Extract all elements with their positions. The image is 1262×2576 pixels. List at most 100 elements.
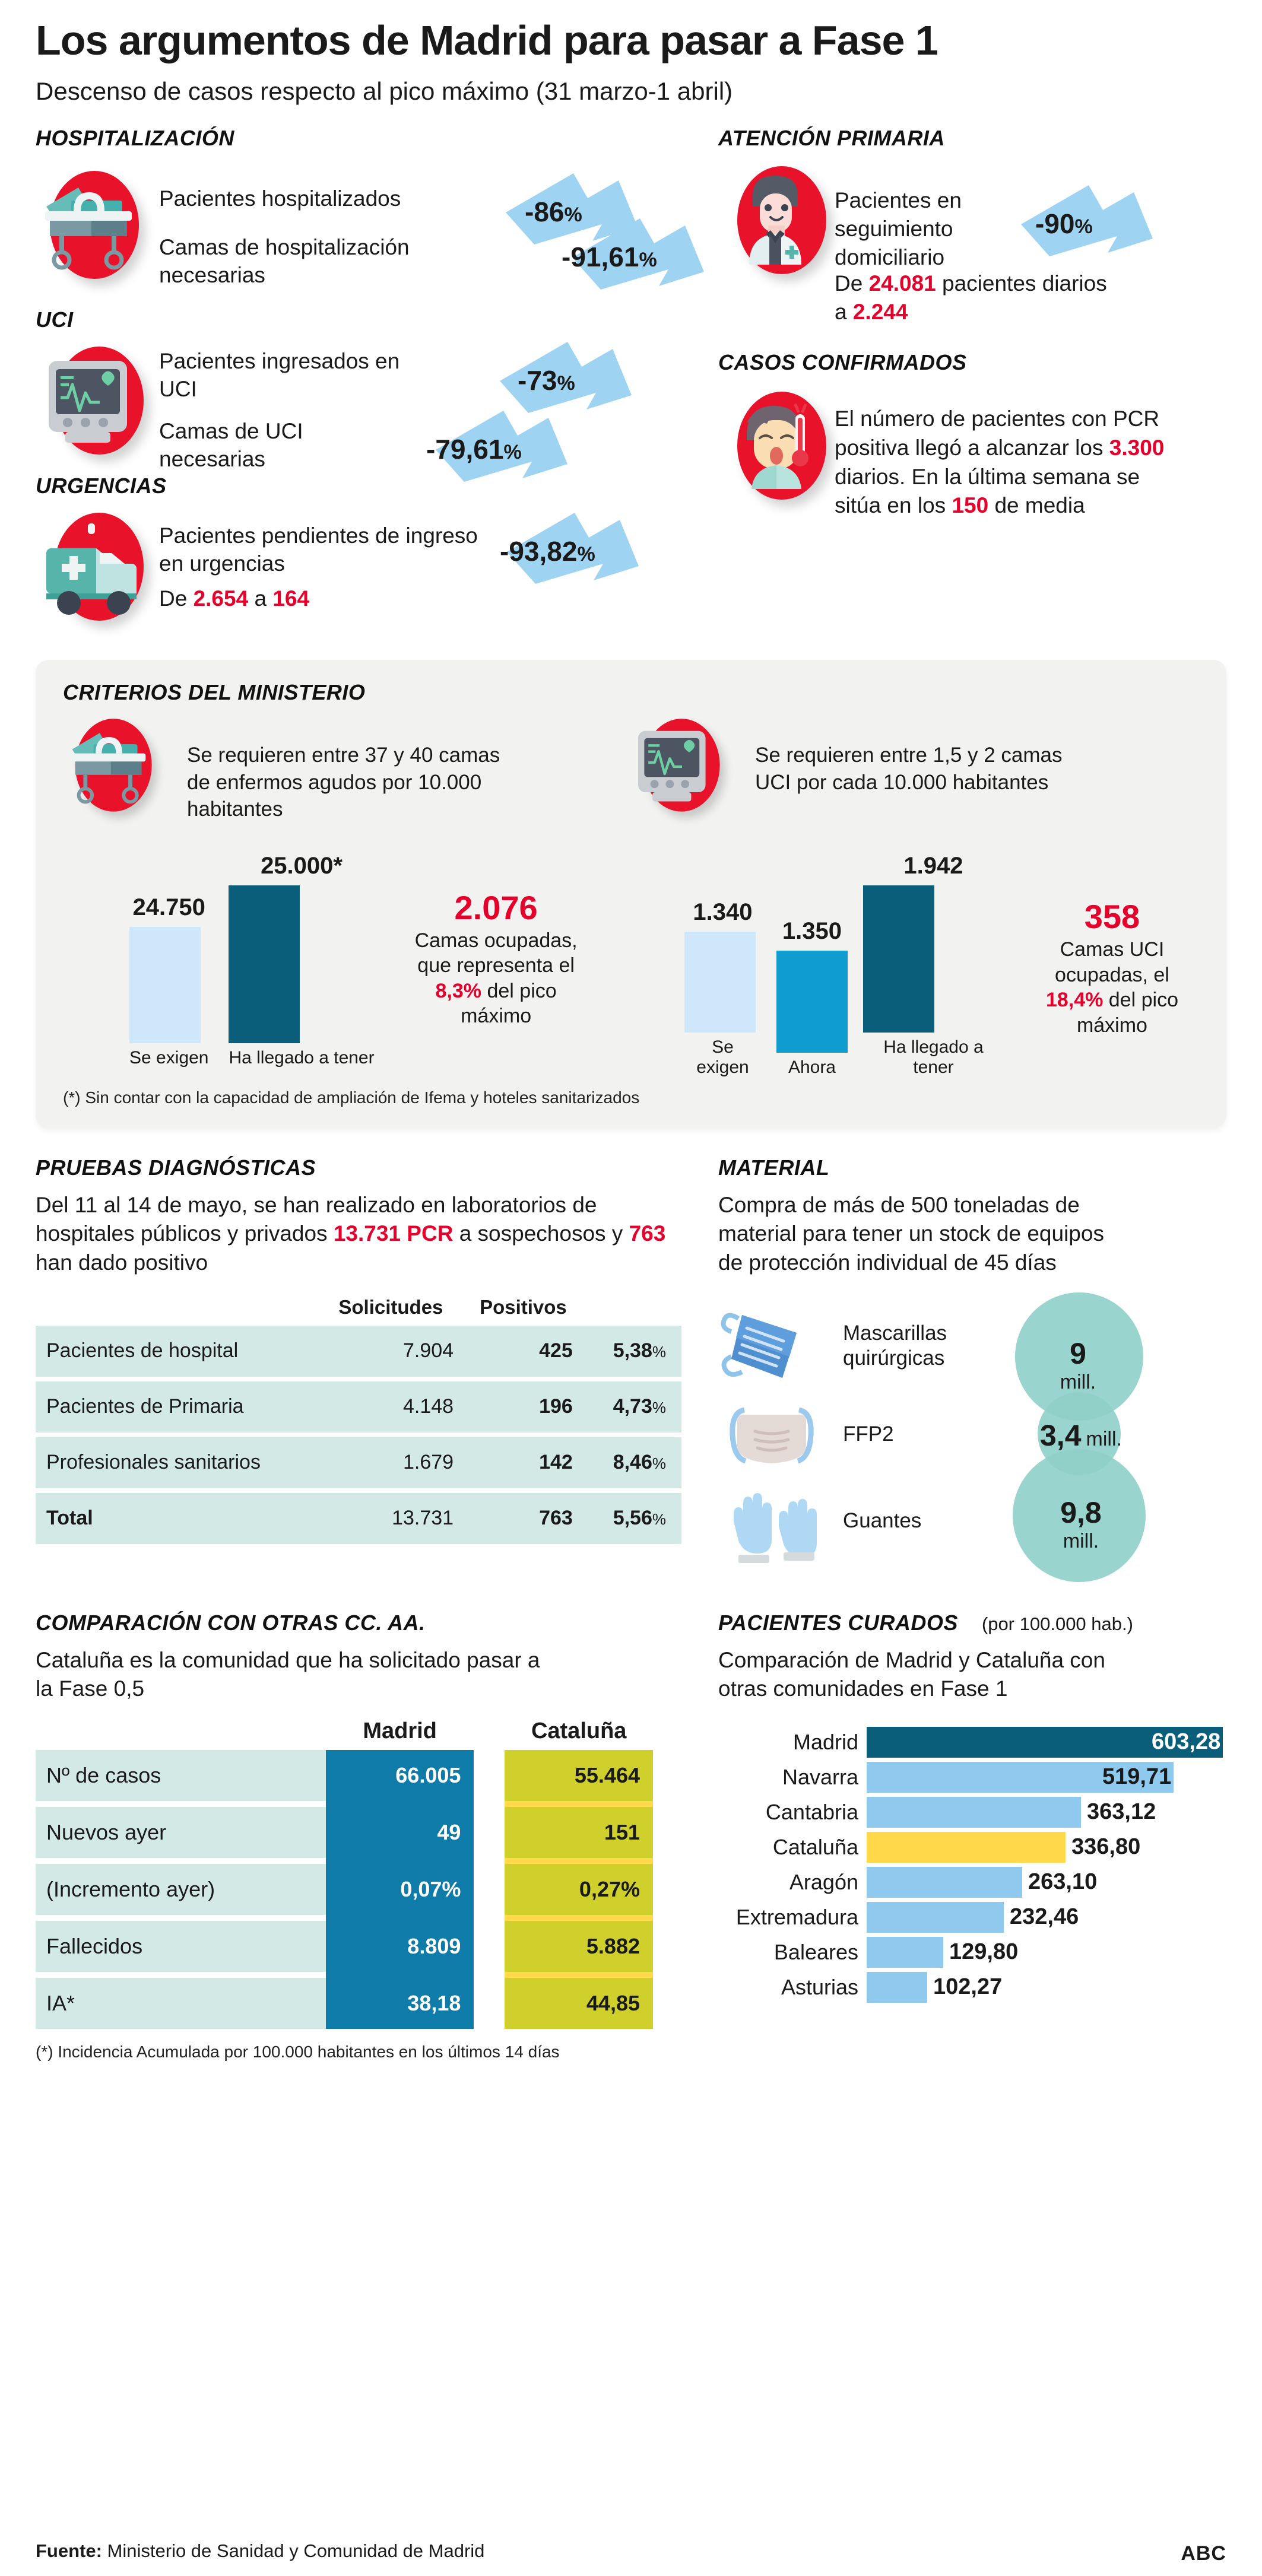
metric-unit: % bbox=[1074, 215, 1093, 238]
section-heading-curados: PACIENTES CURADOS bbox=[718, 1610, 958, 1635]
chart-row: Asturias 102,27 bbox=[718, 1971, 1226, 2003]
metric-arrow-badge: -79,61% bbox=[426, 407, 570, 484]
bar-value: 519,71 bbox=[1102, 1764, 1172, 1790]
row-madrid-value: 0,07% bbox=[325, 1863, 474, 1915]
kpi-desc-post: del pico máximo bbox=[461, 979, 557, 1028]
row-percent-unit: % bbox=[652, 1510, 666, 1529]
bar bbox=[229, 885, 300, 1043]
pruebas-diagnosticas-section: PRUEBAS DIAGNÓSTICAS Del 11 al 14 de may… bbox=[36, 1155, 718, 1571]
bar-group: 1.942 Ha llegado a tener bbox=[863, 853, 1004, 1077]
kpi-desc-post: del pico máximo bbox=[1076, 989, 1178, 1037]
table-row: (Incremento ayer) 0,07% 0,27% bbox=[36, 1863, 653, 1915]
infographic-page: Los argumentos de Madrid para pasar a Fa… bbox=[0, 17, 1262, 2576]
left-column: HOSPITALIZACIÓN bbox=[36, 126, 718, 652]
stretcher-icon bbox=[63, 716, 163, 815]
row-percent-unit: % bbox=[652, 1399, 666, 1417]
bar bbox=[684, 932, 756, 1033]
material-bubbles-chart: Mascarillas quirúrgicas FFP2 bbox=[718, 1292, 1226, 1582]
row-percent-value: 8,46 bbox=[613, 1451, 652, 1474]
section-heading-material: MATERIAL bbox=[718, 1155, 830, 1180]
row-percent: 8,46% bbox=[584, 1437, 681, 1488]
pruebas-table: Solicitudes Positivos Pacientes de hospi… bbox=[36, 1291, 681, 1549]
table-row: IA* 38,18 44,85 bbox=[36, 1977, 653, 2029]
row-percent-value: 4,73 bbox=[613, 1395, 652, 1418]
metric-value: -90 bbox=[1035, 208, 1075, 239]
row-positivos: 425 bbox=[462, 1325, 585, 1377]
metric-arrow-badge: -93,82% bbox=[500, 509, 641, 586]
kpi-camas-ocupadas: 2.076 Camas ocupadas, que representa el … bbox=[398, 891, 594, 1029]
metric-label: Pacientes hospitalizados bbox=[159, 186, 401, 211]
kpi-desc-pre: Camas ocupadas, que representa el bbox=[414, 929, 578, 977]
bubble-value: 9 bbox=[1070, 1336, 1086, 1370]
bubble-label-ffp2: 3,4 mill. bbox=[1040, 1418, 1159, 1453]
section-heading-pruebas: PRUEBAS DIAGNÓSTICAS bbox=[36, 1155, 316, 1180]
metric-value: -91,61 bbox=[562, 242, 639, 272]
row-label: IA* bbox=[36, 1977, 326, 2029]
bar-value: 232,46 bbox=[1010, 1904, 1079, 1930]
metric-value: -79,61 bbox=[426, 434, 504, 465]
material-item-label: Guantes bbox=[843, 1508, 922, 1532]
ffp2-mask-icon bbox=[724, 1400, 819, 1472]
bar-value: 1.340 bbox=[693, 899, 753, 925]
pruebas-intro: Del 11 al 14 de mayo, se han realizado e… bbox=[36, 1191, 681, 1276]
row-solicitudes: 1.679 bbox=[319, 1437, 462, 1488]
section-heading-hospitalizacion: HOSPITALIZACIÓN bbox=[36, 126, 234, 150]
metric-arrow-badge: -73% bbox=[497, 338, 634, 415]
bar bbox=[867, 1726, 1223, 1758]
comparacion-footnote: (*) Incidencia Acumulada por 100.000 hab… bbox=[36, 2042, 560, 2061]
row-percent-value: 5,38 bbox=[613, 1339, 652, 1362]
row-madrid-value: 49 bbox=[325, 1806, 474, 1858]
right-column: ATENCIÓN PRIMARIA bbox=[718, 126, 1226, 652]
chart-camas-hospital: 24.750 Se exigen 25.000* Ha llegado a te… bbox=[129, 853, 375, 1068]
bubble-unit: mill. bbox=[1063, 1529, 1099, 1552]
row-label: Pacientes de hospital bbox=[36, 1325, 320, 1377]
text-part-2: diarios. En la última semana se sitúa en… bbox=[835, 464, 1140, 518]
bar-label: Madrid bbox=[792, 1729, 858, 1754]
metric-arrow-badge: -86% bbox=[503, 170, 640, 247]
bar-group: 25.000* Ha llegado a tener bbox=[229, 853, 375, 1068]
metric-value: -93,82 bbox=[500, 536, 578, 567]
urgencias-detail: De 2.654 a 164 bbox=[159, 586, 309, 611]
current-value: 150 bbox=[952, 493, 989, 518]
pcr-count: 13.731 PCR bbox=[333, 1221, 454, 1246]
row-label: Fallecidos bbox=[36, 1920, 326, 1972]
bar-group: 24.750 Se exigen bbox=[129, 894, 208, 1068]
bar-value: 129,80 bbox=[949, 1939, 1019, 1965]
bar-value: 363,12 bbox=[1087, 1799, 1156, 1825]
criterio-text: Se requieren entre 1,5 y 2 camas UCI por… bbox=[755, 744, 1063, 794]
bar bbox=[867, 1866, 1022, 1898]
stretcher-icon bbox=[36, 167, 151, 283]
chart-row: Extremadura 232,46 bbox=[718, 1901, 1226, 1933]
comparacion-table: Madrid Cataluña Nº de casos 66.005 55.46… bbox=[36, 1718, 653, 2029]
row-percent-value: 5,56 bbox=[613, 1507, 652, 1530]
row-madrid-value: 38,18 bbox=[325, 1977, 474, 2029]
comparacion-section: COMPARACIÓN CON OTRAS CC. AA. Cataluña e… bbox=[36, 1611, 718, 2062]
brand-logo: ABC bbox=[1181, 2542, 1226, 2565]
detail-to-value: 2.244 bbox=[852, 300, 908, 325]
row-cataluna-value: 5.882 bbox=[505, 1920, 653, 1972]
criterio-hospital: Se requieren entre 37 y 40 camas de enfe… bbox=[63, 716, 631, 1077]
detail-to-value: 164 bbox=[272, 586, 310, 611]
intro-part-1: Del 11 al 14 de mayo, se han realizado e… bbox=[36, 1193, 597, 1246]
comparacion-intro: Cataluña es la comunidad que ha solicita… bbox=[36, 1647, 540, 1701]
row-solicitudes: 7.904 bbox=[319, 1325, 462, 1377]
material-section: MATERIAL Compra de más de 500 toneladas … bbox=[718, 1155, 1226, 1582]
metric-label: Pacientes ingresados en UCI bbox=[159, 349, 400, 401]
bar-group: 1.340 Se exigen bbox=[684, 899, 761, 1077]
table-row: Pacientes de Primaria 4.148 196 4,73% bbox=[36, 1381, 681, 1432]
text-part-3: de media bbox=[988, 493, 1085, 518]
bar bbox=[867, 1901, 1004, 1933]
metric-label: Camas de hospitalización necesarias bbox=[159, 235, 410, 287]
row-label: (Incremento ayer) bbox=[36, 1863, 326, 1915]
metric-unit: % bbox=[557, 372, 575, 395]
bubble-unit: mill. bbox=[1086, 1427, 1122, 1450]
kpi-desc-pre: Camas UCI ocupadas, el bbox=[1055, 938, 1169, 986]
bubble-label-guantes: 9,8 mill. bbox=[1042, 1495, 1120, 1553]
intro-part-2: a sospechosos y bbox=[453, 1221, 629, 1246]
bar-group: 1.350 Ahora bbox=[776, 918, 848, 1078]
row-percent: 5,38% bbox=[584, 1325, 681, 1377]
bar bbox=[776, 950, 848, 1053]
kpi-camas-uci-ocupadas: 358 Camas UCI ocupadas, el 18,4% del pic… bbox=[1025, 900, 1199, 1038]
row-solicitudes: 13.731 bbox=[319, 1492, 462, 1544]
bar-value: 1.942 bbox=[903, 853, 963, 879]
